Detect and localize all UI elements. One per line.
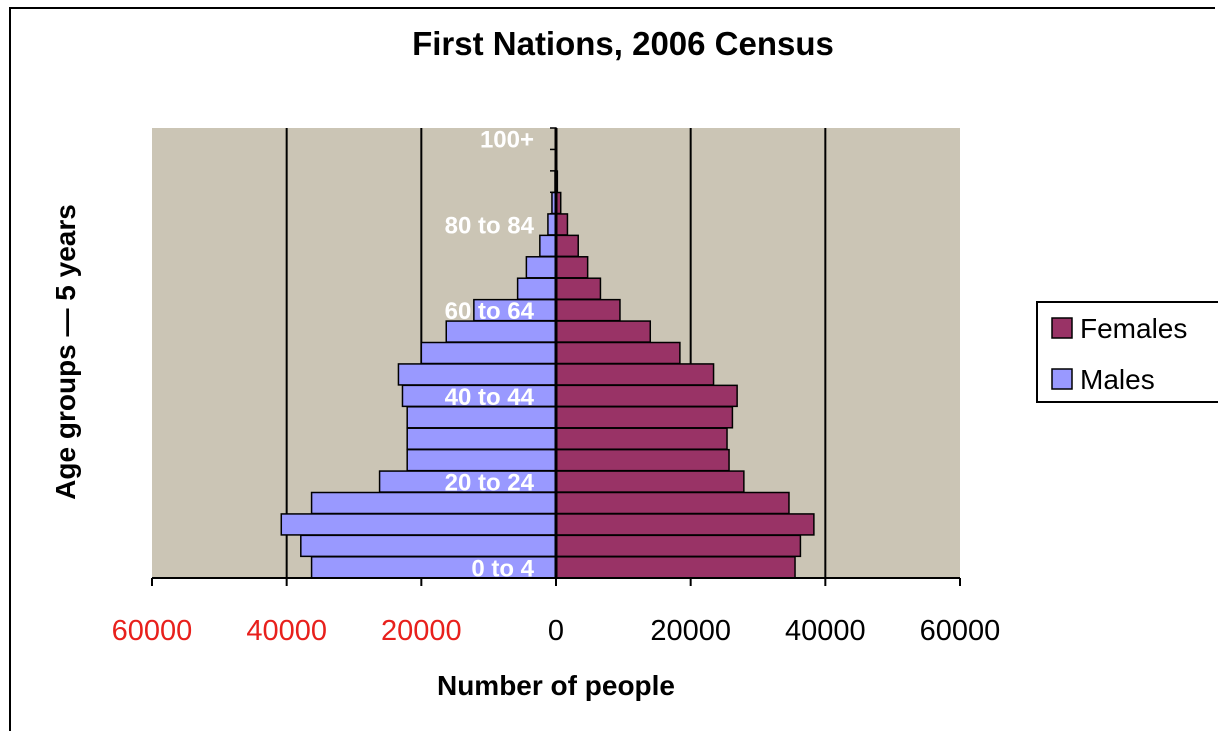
- y-tick-labels: 0 to 4 20 to 24 40 to 44 60 to 64 80 to 84 10…: [445, 127, 535, 583]
- x-axis: 60000 40000 20000 0 20000 40000 60000: [112, 577, 1001, 647]
- bar-females-7: [555, 406, 734, 429]
- bar-females-5: [555, 448, 730, 472]
- bar-males-2: [280, 513, 557, 536]
- x-tick-label-0: 60000: [112, 615, 193, 647]
- bar-females-11: [555, 320, 652, 343]
- bar-males-15: [539, 234, 557, 258]
- y-axis-title: Age groups — 5 years: [50, 204, 81, 500]
- bar-females-3: [555, 491, 790, 515]
- bar-males-14: [525, 256, 557, 279]
- bar-males-10: [420, 341, 557, 365]
- x-axis-title: Number of people: [437, 670, 675, 701]
- bar-females-14: [555, 256, 589, 279]
- y-tick-label-2: 40 to 44: [445, 384, 535, 411]
- bar-females-8: [555, 384, 738, 408]
- y-tick-label-5: 100+: [480, 127, 534, 154]
- bar-females-12: [555, 298, 621, 322]
- y-tick-label-4: 80 to 84: [445, 212, 535, 239]
- x-tick-label-4: 20000: [650, 615, 731, 647]
- bar-females-9: [555, 363, 715, 386]
- bar-males-9: [397, 363, 557, 386]
- x-tick-label-1: 40000: [246, 615, 327, 647]
- bar-females-0: [555, 556, 796, 579]
- bar-females-4: [555, 470, 745, 493]
- legend-swatch-0: [1051, 317, 1073, 339]
- bar-females-2: [555, 513, 815, 536]
- legend-label-1: Males: [1080, 364, 1155, 395]
- x-tick-label-2: 20000: [381, 615, 462, 647]
- bar-females-1: [555, 534, 802, 558]
- x-tick-label-3: 0: [548, 615, 564, 647]
- y-axis: [550, 127, 558, 579]
- chart-title: First Nations, 2006 Census: [412, 25, 834, 62]
- chart-frame: [9, 7, 1215, 731]
- bar-females-16: [555, 213, 569, 236]
- legend-swatch-1: [1051, 368, 1073, 390]
- bar-males-1: [300, 534, 557, 558]
- y-tick-label-1: 20 to 24: [445, 470, 535, 497]
- bars: [280, 127, 815, 579]
- bar-females-10: [555, 341, 681, 365]
- bar-females-13: [555, 277, 602, 300]
- bar-males-13: [516, 277, 557, 300]
- legend: Females Males: [1036, 301, 1218, 403]
- legend-label-0: Females: [1080, 313, 1187, 344]
- y-tick-label-0: 0 to 4: [471, 555, 534, 582]
- y-tick-label-3: 60 to 64: [445, 298, 535, 325]
- bar-males-5: [406, 448, 557, 472]
- x-tick-label-5: 40000: [785, 615, 866, 647]
- bar-females-15: [555, 234, 579, 258]
- x-tick-label-6: 60000: [920, 615, 1001, 647]
- bar-females-6: [555, 427, 728, 450]
- bar-males-6: [406, 427, 557, 450]
